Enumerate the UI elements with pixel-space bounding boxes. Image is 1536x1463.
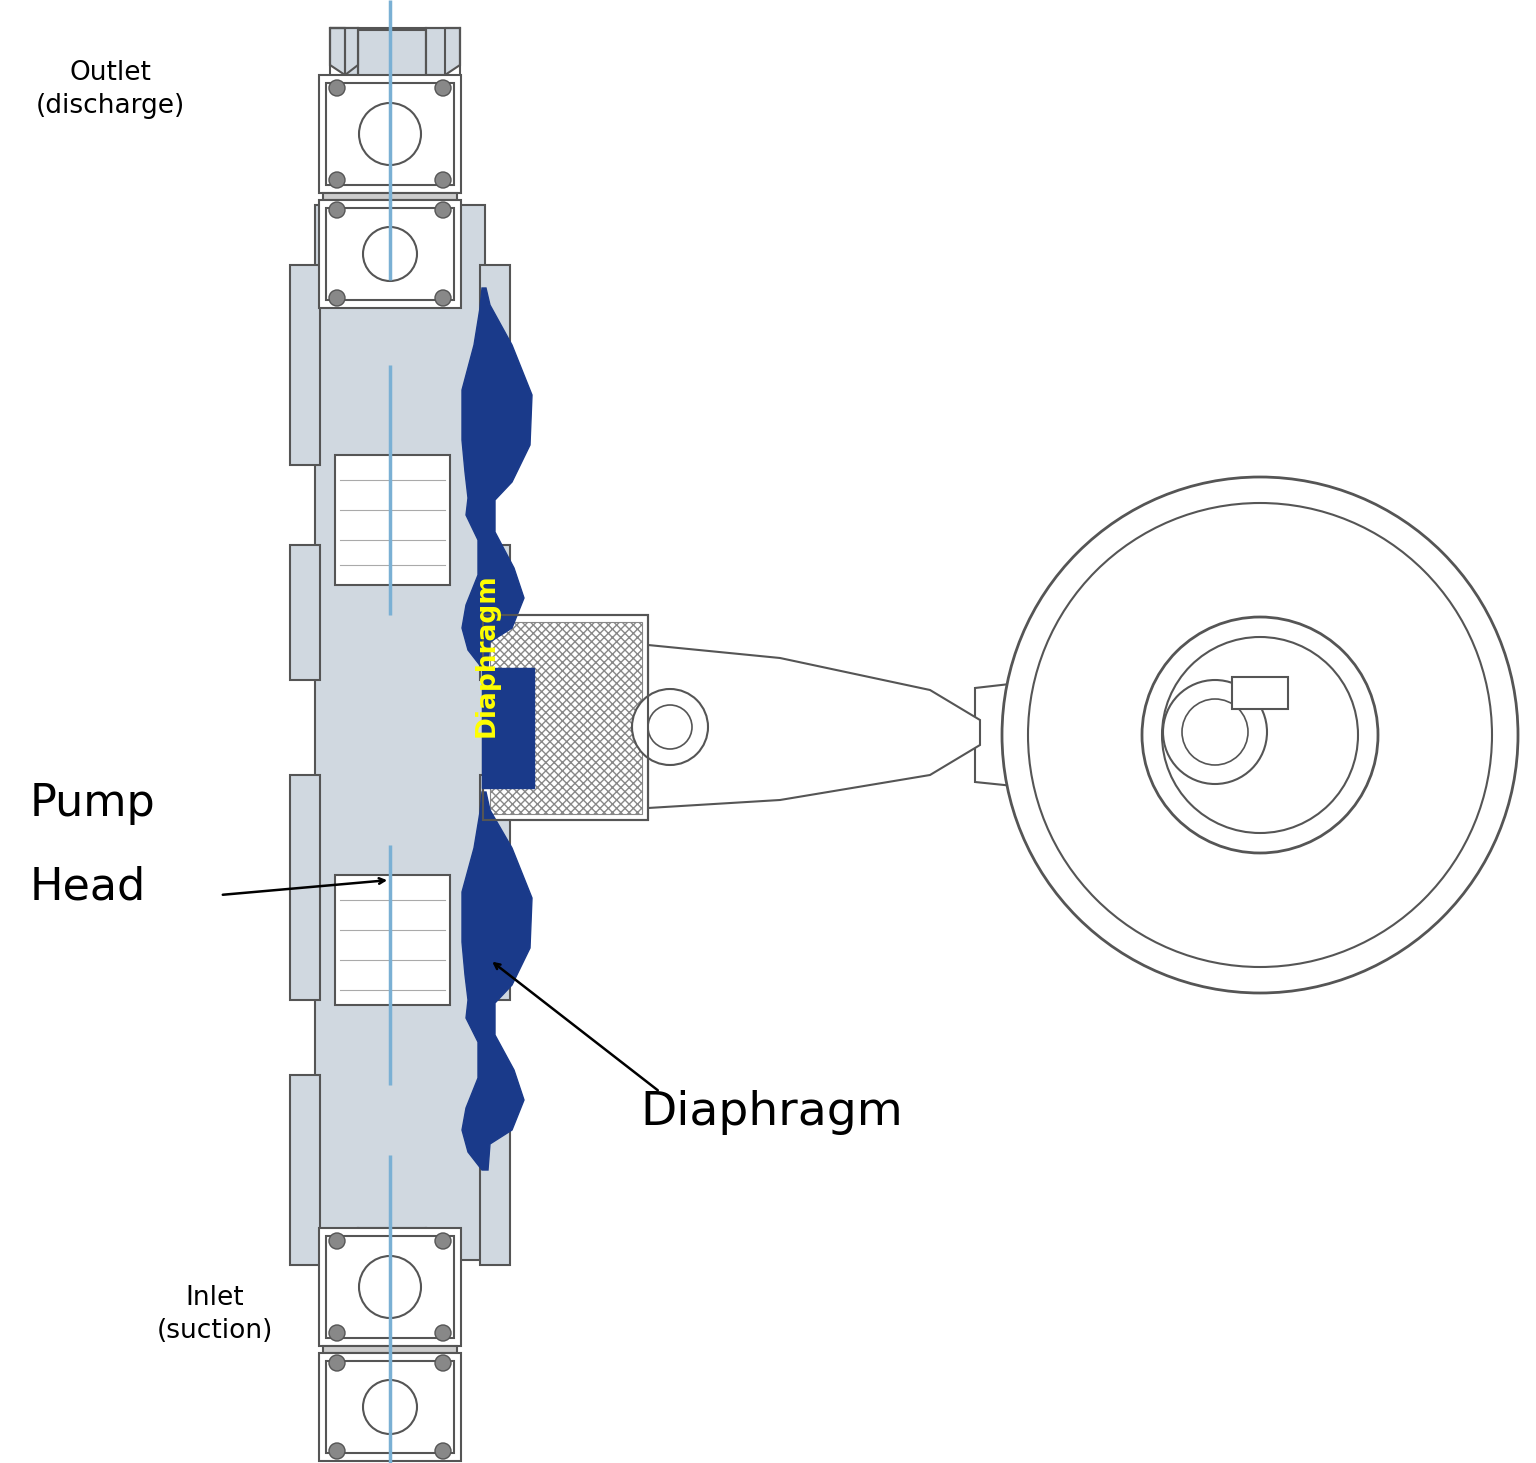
Circle shape (329, 1443, 346, 1459)
Circle shape (359, 102, 421, 165)
Circle shape (435, 1443, 452, 1459)
Bar (481, 546, 510, 680)
Circle shape (435, 80, 452, 97)
Bar (326, 83, 455, 184)
Polygon shape (462, 791, 531, 1170)
Bar (481, 775, 510, 1001)
Bar (358, 1227, 425, 1432)
Circle shape (329, 1355, 346, 1371)
Bar (290, 265, 319, 465)
Bar (490, 622, 642, 813)
Circle shape (329, 1325, 346, 1342)
Text: Diaphragm: Diaphragm (475, 573, 501, 737)
Bar (335, 455, 450, 585)
Bar (326, 1361, 455, 1453)
Bar (290, 775, 319, 1001)
Circle shape (435, 202, 452, 218)
Circle shape (329, 1233, 346, 1249)
Text: Inlet
(suction): Inlet (suction) (157, 1285, 273, 1344)
Bar (323, 193, 458, 200)
Bar (326, 1236, 455, 1339)
Polygon shape (462, 288, 531, 669)
Circle shape (362, 1380, 416, 1434)
Bar (290, 1075, 319, 1265)
Circle shape (1163, 680, 1267, 784)
Bar (482, 614, 648, 819)
Circle shape (359, 1257, 421, 1318)
Text: Outlet
(discharge): Outlet (discharge) (35, 60, 184, 119)
Bar (482, 614, 648, 819)
Circle shape (329, 173, 346, 189)
Circle shape (1163, 636, 1358, 832)
Bar (326, 208, 455, 300)
Bar (1232, 677, 1289, 710)
Circle shape (435, 173, 452, 189)
Circle shape (1141, 617, 1378, 853)
Polygon shape (330, 28, 358, 108)
Circle shape (329, 202, 346, 218)
Bar (481, 1075, 510, 1265)
Circle shape (435, 290, 452, 306)
Polygon shape (975, 669, 1240, 800)
Bar (315, 205, 485, 1260)
Bar (358, 31, 425, 236)
Polygon shape (648, 645, 980, 808)
Bar (319, 1353, 461, 1462)
Bar (482, 669, 535, 789)
Bar (319, 200, 461, 309)
Circle shape (362, 227, 416, 281)
Circle shape (329, 290, 346, 306)
Polygon shape (425, 28, 459, 108)
Polygon shape (330, 28, 358, 75)
Bar (481, 265, 510, 465)
Bar (335, 875, 450, 1005)
Circle shape (435, 1355, 452, 1371)
Text: Diaphragm: Diaphragm (641, 1090, 903, 1135)
Circle shape (648, 705, 693, 749)
Circle shape (435, 1325, 452, 1342)
Circle shape (329, 80, 346, 97)
Circle shape (435, 1233, 452, 1249)
Bar (290, 546, 319, 680)
Circle shape (1028, 503, 1491, 967)
Circle shape (1001, 477, 1518, 993)
Circle shape (1183, 699, 1247, 765)
Text: Pump: Pump (31, 783, 155, 825)
Bar (323, 1346, 458, 1353)
Circle shape (631, 689, 708, 765)
Bar (319, 75, 461, 193)
Bar (319, 1227, 461, 1346)
Text: Head: Head (31, 865, 146, 909)
